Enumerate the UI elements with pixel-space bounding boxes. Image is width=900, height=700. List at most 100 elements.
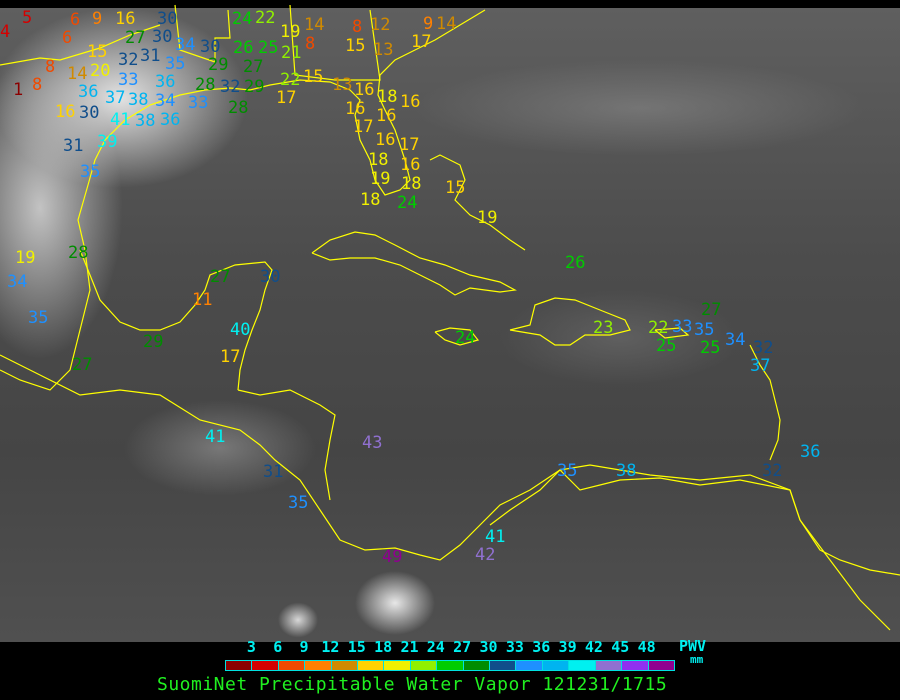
puerto-rico-outline	[654, 327, 690, 339]
bahamas-outline	[429, 154, 526, 251]
station-pwv-value: 38	[135, 111, 156, 131]
state-borders	[174, 4, 231, 63]
station-pwv-value: 35	[694, 320, 715, 340]
station-pwv-value: 34	[725, 330, 746, 350]
south-america-coastline	[489, 469, 891, 631]
station-pwv-value: 31	[140, 46, 161, 66]
colorbar-tick-label: 33	[505, 638, 524, 656]
station-pwv-value: 39	[97, 132, 118, 152]
station-pwv-value: 35	[557, 461, 578, 481]
station-pwv-value: 9	[423, 14, 434, 34]
station-pwv-value: 23	[593, 318, 614, 338]
station-pwv-value: 27	[701, 300, 722, 320]
coastline-overlay	[0, 4, 900, 631]
station-pwv-value: 16	[375, 130, 396, 150]
station-pwv-value: 49	[382, 547, 403, 567]
us-gulf-coastline	[0, 9, 486, 391]
station-pwv-value: 29	[244, 77, 265, 97]
station-pwv-value: 6	[62, 28, 73, 48]
station-pwv-value: 36	[155, 72, 176, 92]
station-pwv-value: 43	[362, 433, 383, 453]
station-pwv-value: 16	[345, 99, 366, 119]
station-pwv-value: 30	[200, 37, 221, 57]
station-pwv-value: 30	[157, 9, 178, 29]
station-pwv-value: 8	[352, 17, 363, 37]
station-pwv-value: 32	[118, 50, 139, 70]
station-pwv-value: 25	[700, 338, 721, 358]
station-pwv-value: 41	[205, 427, 226, 447]
station-pwv-value: 19	[477, 208, 498, 228]
station-pwv-value: 33	[188, 93, 209, 113]
station-pwv-value: 18	[360, 190, 381, 210]
colorbar-tick-label: 3	[246, 638, 256, 656]
colorbar-cell	[542, 661, 570, 670]
colorbar-cell	[331, 661, 359, 670]
station-pwv-value: 27	[125, 28, 146, 48]
station-pwv-value: 16	[400, 155, 421, 175]
station-pwv-value: 4	[0, 22, 11, 42]
station-pwv-value: 35	[80, 162, 101, 182]
station-pwv-value: 15	[445, 178, 466, 198]
station-pwv-value: 16	[376, 106, 397, 126]
station-pwv-value: 29	[143, 332, 164, 352]
station-pwv-value: 30	[79, 103, 100, 123]
colorbar-tick-label: 36	[532, 638, 551, 656]
colorbar-cell	[252, 661, 279, 670]
station-pwv-value: 25	[656, 336, 677, 356]
colorbar-tick-label: 42	[584, 638, 603, 656]
colorbar-tick-label: 6	[273, 638, 283, 656]
station-pwv-value: 33	[672, 317, 693, 337]
station-pwv-value: 35	[28, 308, 49, 328]
station-pwv-value: 30	[152, 27, 173, 47]
station-pwv-value: 17	[411, 32, 432, 52]
colorbar-cell	[384, 661, 411, 670]
station-pwv-value: 8	[32, 75, 43, 95]
station-pwv-value: 34	[7, 272, 28, 292]
colorbar-tick-label: 9	[299, 638, 309, 656]
station-pwv-value: 42	[475, 545, 496, 565]
station-pwv-value: 16	[354, 80, 375, 100]
station-pwv-value: 41	[485, 527, 506, 547]
station-pwv-value: 9	[92, 9, 103, 29]
colorbar-tick-label: 39	[558, 638, 577, 656]
station-pwv-value: 27	[210, 267, 231, 287]
colorbar-tick-label: 12	[321, 638, 340, 656]
colorbar	[225, 660, 675, 671]
station-pwv-value: 25	[258, 38, 279, 58]
station-pwv-value: 20	[90, 61, 111, 81]
colorbar-legend: 3 6 9 12 15 18 21 24 27 30 33 36 39 42 45 48 PWV mm Suo…	[0, 638, 900, 700]
station-pwv-value: 15	[303, 67, 324, 87]
station-pwv-value: 22	[648, 318, 669, 338]
satellite-infrared-image	[0, 8, 900, 642]
station-pwv-value: 27	[243, 57, 264, 77]
colorbar-tick-label: 18	[374, 638, 393, 656]
station-pwv-value: 41	[110, 110, 131, 130]
station-pwv-value: 34	[155, 91, 176, 111]
colorbar-cell	[569, 661, 596, 670]
central-america-coastline	[0, 354, 900, 576]
colorbar-tick-label: 15	[347, 638, 366, 656]
station-pwv-value: 24	[455, 328, 476, 348]
station-pwv-value: 6	[70, 10, 81, 30]
station-pwv-value: 27	[72, 355, 93, 375]
station-pwv-value: 28	[195, 75, 216, 95]
station-pwv-value: 14	[436, 14, 457, 34]
station-pwv-value: 16	[55, 102, 76, 122]
station-pwv-value: 36	[160, 110, 181, 130]
station-pwv-value: 14	[304, 15, 325, 35]
cuba-outline	[311, 231, 517, 296]
station-pwv-value: 33	[118, 70, 139, 90]
station-pwv-value: 24	[397, 193, 418, 213]
station-pwv-value: 17	[399, 135, 420, 155]
colorbar-tick-label: 21	[400, 638, 419, 656]
station-pwv-value: 32	[220, 77, 241, 97]
state-borders	[0, 24, 161, 66]
mexico-gulf-coastline	[79, 249, 273, 391]
hispaniola-outline	[509, 297, 631, 346]
station-pwv-value: 29	[208, 55, 229, 75]
colorbar-cell	[358, 661, 385, 670]
station-pwv-value: 40	[230, 320, 251, 340]
station-pwv-value: 12	[370, 15, 391, 35]
station-pwv-value: 35	[165, 54, 186, 74]
station-pwv-value: 36	[78, 82, 99, 102]
